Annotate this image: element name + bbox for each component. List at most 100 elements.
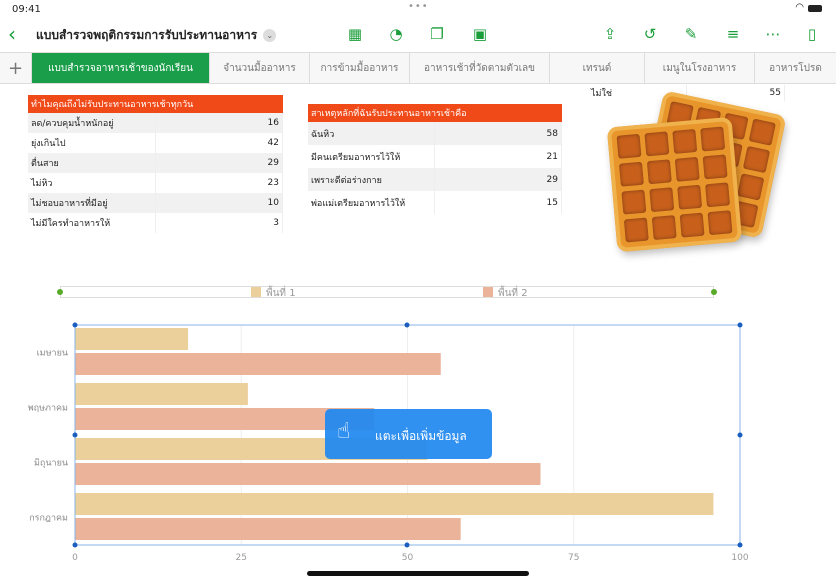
tap-hand-icon: ☝ bbox=[337, 419, 351, 444]
legend-item: พื้นที่ 1 bbox=[251, 286, 296, 301]
y-tick-label: มิถุนายน bbox=[34, 458, 68, 469]
resize-handle[interactable] bbox=[72, 322, 78, 328]
table-row[interactable]: ไม่มีใครทำอาหารให้ 3 bbox=[28, 213, 284, 233]
table-icon[interactable]: ▦ bbox=[347, 25, 363, 43]
tab-skipping-meals[interactable]: การข้ามมื้ออาหาร bbox=[310, 53, 410, 83]
table-row[interactable]: ฉันหิว 58 bbox=[308, 122, 562, 145]
status-bar: 09:41 ••• ◠ bbox=[0, 0, 836, 18]
table-row[interactable]: ไม่หิว 23 bbox=[28, 173, 284, 193]
cell[interactable]: 58 bbox=[434, 122, 562, 145]
media-icon[interactable]: ▣ bbox=[472, 25, 488, 43]
cell[interactable]: 15 bbox=[434, 191, 562, 214]
y-tick-label: กรกฎาคม bbox=[29, 514, 68, 524]
share-icon[interactable]: ⇪ bbox=[603, 25, 617, 43]
more-icon[interactable]: ⋯ bbox=[765, 25, 781, 43]
cell[interactable]: ลด/ควบคุมน้ำหนักอยู่ bbox=[28, 113, 156, 133]
home-indicator[interactable] bbox=[307, 571, 529, 576]
legend-item: พื้นที่ 2 bbox=[483, 286, 528, 301]
cell[interactable]: 3 bbox=[155, 213, 284, 233]
tab-trends[interactable]: เทรนด์ bbox=[550, 53, 645, 83]
table-header: สาเหตุหลักที่ฉันรับประทานอาหารเช้าคือ bbox=[308, 104, 562, 122]
eat-reasons-table[interactable]: สาเหตุหลักที่ฉันรับประทานอาหารเช้าคือ ฉั… bbox=[308, 104, 562, 214]
cell[interactable]: ฉันหิว bbox=[308, 122, 436, 145]
table-row[interactable]: มีคนเตรียมอาหารไว้ให้ 21 bbox=[308, 145, 562, 168]
y-tick-label: พฤษภาคม bbox=[28, 404, 68, 414]
title-group: แบบสำรวจพฤติกรรมการรับประทานอาหาร ⌄ bbox=[36, 26, 336, 45]
table-row[interactable]: ตื่นสาย 29 bbox=[28, 153, 284, 173]
sheet-tabs: + แบบสำรวจอาหารเช้าของนักเรียน จำนวนมื้อ… bbox=[0, 52, 836, 84]
resize-handle[interactable] bbox=[737, 322, 743, 328]
wifi-icon: ◠ bbox=[795, 2, 804, 13]
x-tick-label: 25 bbox=[236, 553, 247, 563]
bar-2 bbox=[75, 463, 541, 485]
x-tick-label: 100 bbox=[731, 553, 748, 563]
resize-handle[interactable] bbox=[737, 542, 743, 548]
x-tick-label: 75 bbox=[568, 553, 579, 563]
tab-breakfast-numbers[interactable]: อาหารเช้าที่วัดตามตัวเลข bbox=[410, 53, 550, 83]
chart-icon[interactable]: ◔ bbox=[389, 25, 403, 43]
resize-handle[interactable] bbox=[57, 289, 63, 295]
cell[interactable]: 21 bbox=[434, 145, 562, 168]
tab-meal-count[interactable]: จำนวนมื้ออาหาร bbox=[210, 53, 310, 83]
cell[interactable]: 55 bbox=[686, 85, 786, 101]
tab-breakfast-survey[interactable]: แบบสำรวจอาหารเช้าของนักเรียน bbox=[32, 53, 210, 83]
tooltip-label: แตะเพื่อเพิ่มข้อมูล bbox=[375, 429, 467, 443]
add-data-tooltip[interactable]: ☝ แตะเพื่อเพิ่มข้อมูล bbox=[325, 409, 492, 459]
table-row[interactable]: ลด/ควบคุมน้ำหนักอยู่ 16 bbox=[28, 113, 284, 133]
cell[interactable]: 42 bbox=[155, 133, 284, 153]
cell[interactable]: ไม่มีใครทำอาหารให้ bbox=[28, 213, 156, 233]
resize-handle[interactable] bbox=[72, 432, 78, 438]
chevron-down-icon[interactable]: ⌄ bbox=[263, 29, 277, 42]
cell[interactable]: 10 bbox=[155, 193, 284, 213]
table-row[interactable]: พ่อแม่เตรียมอาหารไว้ให้ 15 bbox=[308, 191, 562, 214]
table-row[interactable]: เพราะดีต่อร่างกาย 29 bbox=[308, 168, 562, 191]
bar-1 bbox=[75, 383, 248, 405]
skip-reasons-table[interactable]: ทำไมคุณถึงไม่รับประทานอาหารเช้าทุกวัน ลด… bbox=[28, 95, 284, 233]
tab-cafeteria-menu[interactable]: เมนูในโรงอาหาร bbox=[645, 53, 755, 83]
bar-2 bbox=[75, 353, 441, 375]
resize-handle[interactable] bbox=[711, 289, 717, 295]
cell[interactable]: 23 bbox=[155, 173, 284, 193]
table-row[interactable]: ยุ่งเกินไป 42 bbox=[28, 133, 284, 153]
bar-2 bbox=[75, 408, 375, 430]
cell[interactable]: 29 bbox=[434, 168, 562, 191]
undo-icon[interactable]: ↺ bbox=[643, 25, 657, 43]
format-brush-icon[interactable]: ✎ bbox=[684, 25, 698, 43]
document-icon[interactable]: ▯ bbox=[807, 25, 817, 43]
resize-handle[interactable] bbox=[404, 322, 410, 328]
back-icon[interactable]: ‹ bbox=[8, 22, 16, 46]
toolbar: ‹ แบบสำรวจพฤติกรรมการรับประทานอาหาร ⌄ ▦ … bbox=[0, 20, 836, 50]
waffle-image[interactable] bbox=[606, 116, 743, 253]
cell[interactable]: พ่อแม่เตรียมอาหารไว้ให้ bbox=[308, 191, 436, 214]
partial-table[interactable]: ไม่ใช่ 55 bbox=[588, 85, 786, 101]
table-header: ทำไมคุณถึงไม่รับประทานอาหารเช้าทุกวัน bbox=[28, 95, 283, 113]
cell[interactable]: ยุ่งเกินไป bbox=[28, 133, 156, 153]
cell[interactable]: เพราะดีต่อร่างกาย bbox=[308, 168, 436, 191]
cell[interactable]: ไม่ชอบอาหารที่มีอยู่ bbox=[28, 193, 156, 213]
battery-icon bbox=[808, 5, 822, 12]
table-row[interactable]: ไม่ใช่ 55 bbox=[588, 85, 786, 101]
filter-icon[interactable]: ≡ bbox=[726, 25, 740, 43]
resize-handle[interactable] bbox=[404, 542, 410, 548]
document-title[interactable]: แบบสำรวจพฤติกรรมการรับประทานอาหาร bbox=[36, 28, 258, 42]
tab-favorite-food[interactable]: อาหารโปรด bbox=[769, 62, 822, 74]
resize-handle[interactable] bbox=[737, 432, 743, 438]
bar-1 bbox=[75, 328, 189, 350]
table-row[interactable]: ไม่ชอบอาหารที่มีอยู่ 10 bbox=[28, 193, 284, 213]
cell[interactable]: 16 bbox=[155, 113, 284, 133]
x-tick-label: 0 bbox=[72, 553, 78, 563]
cell[interactable]: มีคนเตรียมอาหารไว้ให้ bbox=[308, 145, 436, 168]
add-sheet-button[interactable]: + bbox=[0, 53, 32, 83]
shape-icon[interactable]: ❐ bbox=[430, 25, 444, 43]
multitask-dots[interactable]: ••• bbox=[408, 1, 429, 12]
resize-handle[interactable] bbox=[72, 542, 78, 548]
y-tick-label: เมษายน bbox=[37, 349, 68, 359]
bar-1 bbox=[75, 493, 714, 515]
clock: 09:41 bbox=[12, 4, 41, 15]
chart-legend[interactable]: พื้นที่ 1 พื้นที่ 2 bbox=[57, 286, 717, 301]
cell[interactable]: ตื่นสาย bbox=[28, 153, 156, 173]
cell[interactable]: 29 bbox=[155, 153, 284, 173]
bar-2 bbox=[75, 518, 461, 540]
cell[interactable]: ไม่หิว bbox=[28, 173, 156, 193]
